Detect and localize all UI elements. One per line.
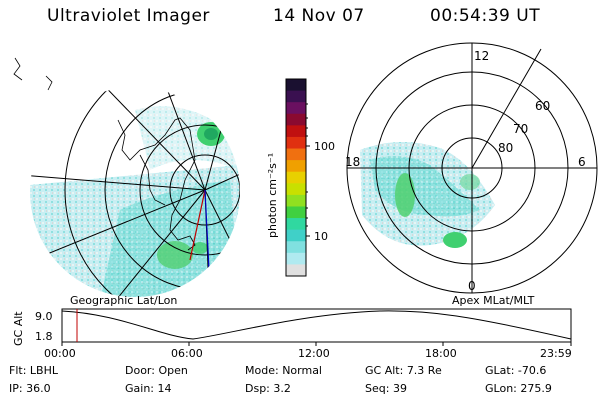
- altitude-plot: GC Alt 9.0 1.8 00:00 06:00 12:00 18:00 2…: [12, 308, 572, 360]
- observation-time: 00:54:39 UT: [430, 6, 541, 26]
- altitude-ytick-1-8: 1.8: [35, 330, 53, 343]
- colorbar-cell: [286, 102, 306, 115]
- geographic-panel: [13, 57, 240, 297]
- colorbar-cell: [286, 264, 306, 277]
- altitude-ytick-9: 9.0: [35, 310, 53, 323]
- colorbar-cell: [286, 90, 306, 103]
- observation-date: 14 Nov 07: [273, 6, 365, 26]
- altitude-ylabel: GC Alt: [12, 311, 25, 346]
- mlt-label-0: 0: [468, 279, 476, 293]
- colorbar-tick-10: 10: [314, 230, 328, 243]
- colorbar-cell: [286, 136, 306, 150]
- info-filter: Flt: LBHL: [9, 364, 58, 377]
- altitude-xtick-1200: 12:00: [298, 347, 330, 360]
- info-glat: GLat: -70.6: [485, 364, 547, 377]
- geo-panel-caption: Geographic Lat/Lon: [70, 294, 178, 307]
- colorbar: 100 10 photon cm⁻²s⁻¹: [266, 78, 335, 277]
- colorbar-unit-label: photon cm⁻²s⁻¹: [266, 153, 279, 238]
- magnetic-panel: 80 70 60 12 18 6 0: [345, 42, 598, 294]
- colorbar-cell: [286, 218, 306, 231]
- mlt-label-12: 12: [474, 49, 489, 63]
- colorbar-cell: [286, 206, 306, 219]
- colorbar-cell: [286, 183, 306, 196]
- mlat-label-60: 60: [535, 99, 550, 113]
- aurora-spot-mag-1: [395, 173, 415, 217]
- info-gain: Gain: 14: [125, 382, 172, 395]
- colorbar-cell: [286, 113, 306, 126]
- colorbar-cell: [286, 160, 306, 173]
- info-gc-alt: GC Alt: 7.3 Re: [365, 364, 442, 377]
- mlat-label-70: 70: [513, 122, 528, 136]
- instrument-title: Ultraviolet Imager: [47, 6, 210, 26]
- colorbar-cell: [286, 194, 306, 207]
- info-seq: Seq: 39: [365, 382, 407, 395]
- colorbar-cell: [286, 252, 306, 265]
- colorbar-cell: [286, 171, 306, 184]
- info-mode: Mode: Normal: [245, 364, 322, 377]
- mag-panel-caption: Apex MLat/MLT: [452, 294, 535, 307]
- info-door: Door: Open: [125, 364, 188, 377]
- colorbar-cell: [286, 79, 306, 92]
- mlt-label-18: 18: [345, 155, 360, 169]
- info-glon: GLon: 275.9: [485, 382, 552, 395]
- info-ip: IP: 36.0: [9, 382, 51, 395]
- info-dsp: Dsp: 3.2: [245, 382, 291, 395]
- aurora-spot-geo-2: [157, 241, 193, 269]
- colorbar-tick-100: 100: [314, 140, 335, 153]
- colorbar-cell: [286, 241, 306, 254]
- altitude-xtick-0600: 06:00: [171, 347, 203, 360]
- altitude-xtick-1800: 18:00: [425, 347, 457, 360]
- altitude-xtick-0000: 00:00: [44, 347, 76, 360]
- aurora-spot-mag-2: [443, 232, 467, 248]
- mlt-label-6: 6: [578, 155, 586, 169]
- colorbar-cell: [286, 148, 306, 161]
- mlat-label-80: 80: [498, 141, 513, 155]
- colorbar-cell: [286, 125, 306, 138]
- colorbar-cell: [286, 229, 306, 242]
- altitude-xtick-2359: 23:59: [540, 347, 572, 360]
